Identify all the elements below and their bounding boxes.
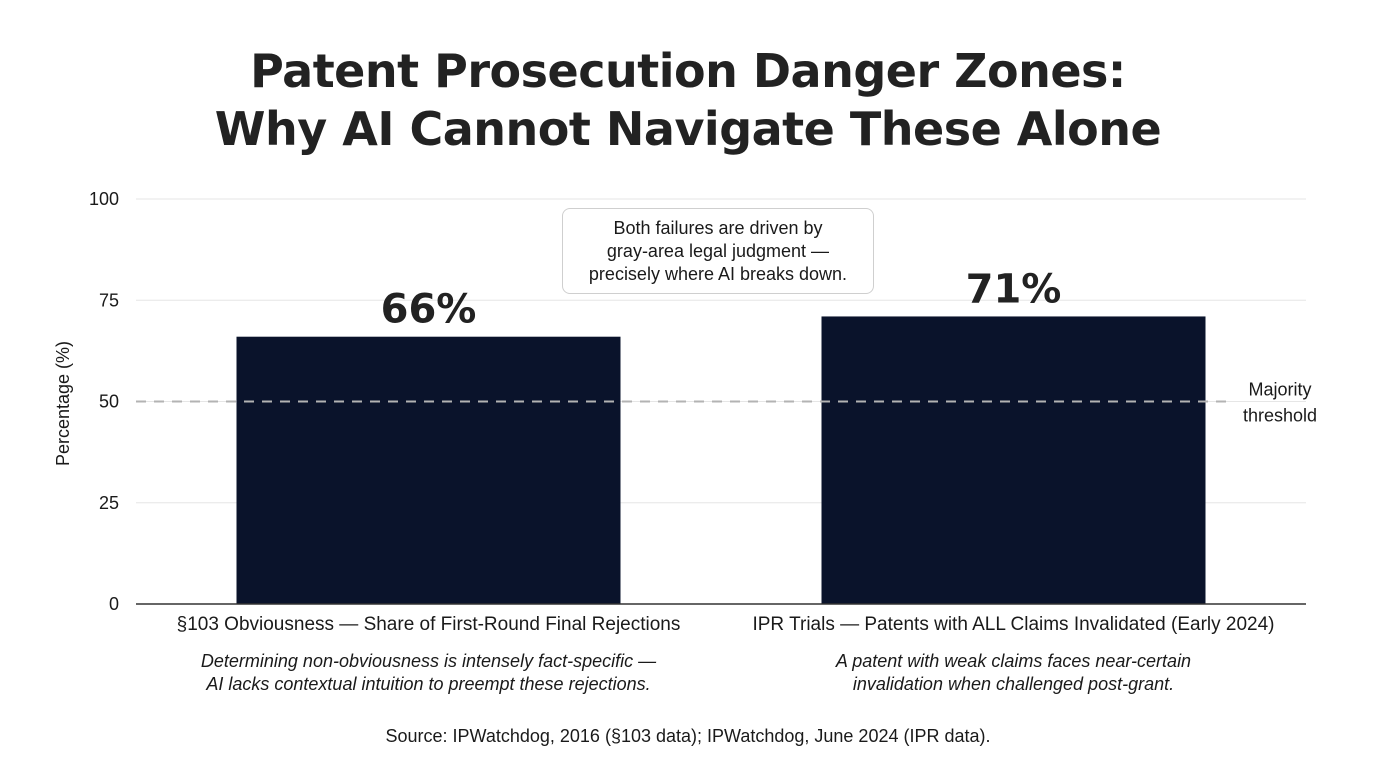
data-label-1: 66% (381, 287, 477, 333)
bar-2 (821, 316, 1206, 604)
category-note-2-line-1: A patent with weak claims faces near-cer… (835, 651, 1191, 671)
y-tick-label-100: 100 (89, 189, 119, 209)
bar-1 (236, 336, 621, 604)
chart-title: Patent Prosecution Danger Zones: Why AI … (0, 42, 1376, 158)
category-label-2: IPR Trials — Patents with ALL Claims Inv… (752, 614, 1274, 635)
source-note: Source: IPWatchdog, 2016 (§103 data); IP… (385, 726, 991, 746)
category-label-1: §103 Obviousness — Share of First-Round … (177, 614, 681, 635)
category-note-2-line-2: invalidation when challenged post-grant. (853, 674, 1174, 694)
y-axis-label: Percentage (%) (53, 341, 73, 466)
data-label-2: 71% (966, 266, 1062, 312)
y-tick-label-0: 0 (109, 594, 119, 614)
category-note-1-line-1: Determining non-obviousness is intensely… (201, 651, 657, 671)
annotation-line-1: Both failures are driven by (613, 217, 823, 238)
reference-label-line-2: threshold (1243, 406, 1317, 426)
chart-title-line-2: Why AI Cannot Navigate These Alone (214, 102, 1162, 156)
y-tick-label-25: 25 (99, 493, 119, 513)
category-note-1-line-2: AI lacks contextual intuition to preempt… (205, 674, 650, 694)
chart-title-line-1: Patent Prosecution Danger Zones: (250, 44, 1126, 98)
annotation-callout: Both failures are driven by gray-area le… (562, 208, 874, 294)
reference-label-line-1: Majority (1248, 380, 1311, 400)
y-tick-label-75: 75 (99, 290, 119, 310)
annotation-line-3: precisely where AI breaks down. (588, 263, 848, 284)
y-tick-label-50: 50 (99, 392, 119, 412)
annotation-line-2: gray-area legal judgment — (606, 240, 830, 261)
